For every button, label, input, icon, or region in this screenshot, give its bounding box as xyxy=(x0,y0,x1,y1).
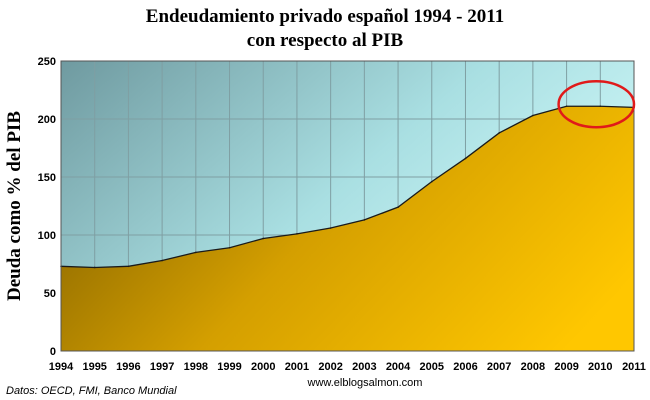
plot-frame xyxy=(60,60,635,352)
y-tick-100: 100 xyxy=(38,230,56,242)
x-tick-2007: 2007 xyxy=(487,361,511,373)
data-point-2007 xyxy=(498,132,500,134)
x-tick-2004: 2004 xyxy=(386,361,411,373)
area-fill xyxy=(61,106,634,352)
x-tick-2000: 2000 xyxy=(251,361,275,373)
data-point-2000 xyxy=(262,237,265,240)
y-tick-50: 50 xyxy=(44,288,56,300)
data-point-1996 xyxy=(127,265,130,268)
x-tick-2003: 2003 xyxy=(352,361,376,373)
y-axis-ticks: 0 50 100 150 200 250 xyxy=(38,56,56,358)
x-tick-1996: 1996 xyxy=(116,361,140,373)
series-area xyxy=(60,105,635,352)
source-note: Datos: OECD, FMI, Banco Mundial xyxy=(6,385,177,397)
x-tick-1998: 1998 xyxy=(184,361,208,373)
x-tick-1997: 1997 xyxy=(150,361,174,373)
chart-title-line-1: Endeudamiento privado español 1994 - 201… xyxy=(146,6,504,27)
area-outline xyxy=(60,105,635,269)
credit-url: www.elblogsalmon.com xyxy=(307,377,423,389)
x-tick-2006: 2006 xyxy=(453,361,477,373)
x-tick-2009: 2009 xyxy=(554,361,578,373)
highlight-ellipse xyxy=(557,79,636,129)
x-tick-2008: 2008 xyxy=(521,361,545,373)
data-point-2005 xyxy=(430,180,433,183)
data-point-2009 xyxy=(565,105,568,108)
x-tick-2002: 2002 xyxy=(318,361,342,373)
data-point-2004 xyxy=(397,206,399,208)
y-tick-250: 250 xyxy=(38,56,56,68)
data-point-1998 xyxy=(195,251,197,254)
data-point-1997 xyxy=(161,259,163,262)
data-point-1999 xyxy=(228,246,231,249)
x-axis-ticks: 1994 1995 1996 1997 1998 1999 2000 2001 2002 2003… xyxy=(49,361,646,373)
data-point-2002 xyxy=(329,227,332,229)
data-point-2008 xyxy=(532,114,534,117)
data-point-2006 xyxy=(464,157,467,160)
data-point-2010 xyxy=(599,105,602,108)
chart-title-line-2: con respecto al PIB xyxy=(247,30,404,51)
x-tick-2011: 2011 xyxy=(622,361,646,373)
data-point-2001 xyxy=(296,233,298,235)
x-tick-2010: 2010 xyxy=(588,361,612,373)
x-tick-1995: 1995 xyxy=(82,361,106,373)
y-tick-200: 200 xyxy=(38,114,56,126)
y-axis-label: Deuda como % del PIB xyxy=(4,111,25,301)
x-tick-2005: 2005 xyxy=(420,361,444,373)
y-tick-150: 150 xyxy=(38,172,56,184)
x-tick-2001: 2001 xyxy=(285,361,309,373)
y-tick-0: 0 xyxy=(50,346,56,358)
data-point-2003 xyxy=(363,219,366,221)
x-tick-1994: 1994 xyxy=(49,361,74,373)
x-tick-1999: 1999 xyxy=(217,361,241,373)
data-point-1995 xyxy=(93,266,96,269)
